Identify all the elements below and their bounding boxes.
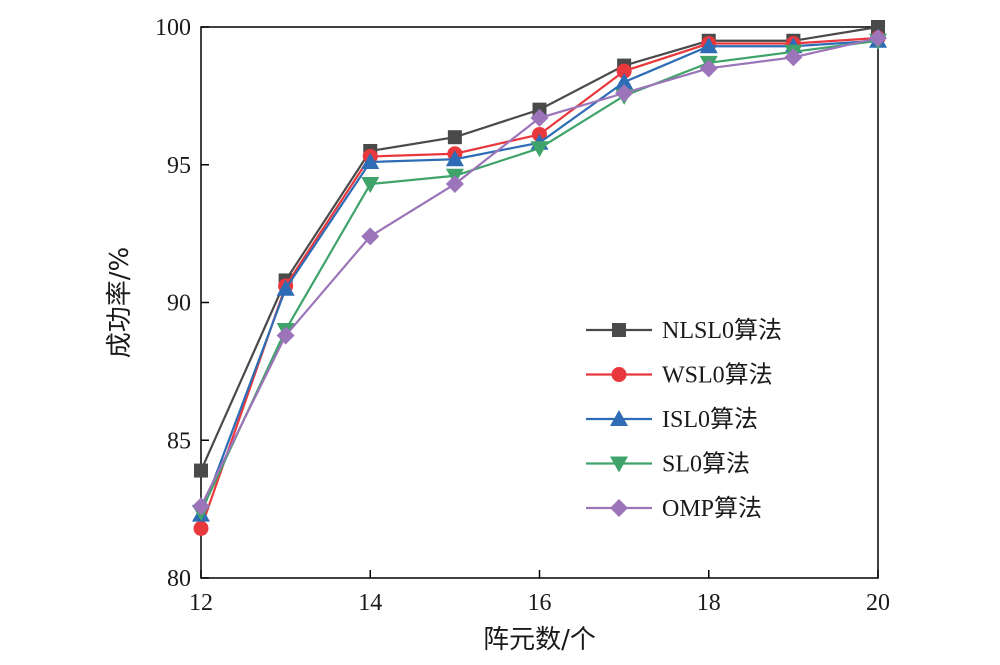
- data-point: [193, 520, 209, 536]
- data-point: [361, 227, 380, 246]
- legend-item: WSL0算法: [586, 362, 773, 389]
- data-point: [361, 152, 380, 169]
- legend-marker: [610, 456, 628, 473]
- data-point: [616, 63, 632, 79]
- legend-item: SL0算法: [586, 451, 750, 478]
- axes: 12 14 16 18 20 80 85 90 95 100: [155, 15, 890, 616]
- legend-item: OMP算法: [586, 495, 762, 522]
- y-tick-label: 80: [167, 566, 191, 592]
- legend-item: NLSL0算法: [586, 317, 782, 344]
- series-5: [192, 29, 887, 516]
- data-point: [784, 48, 803, 67]
- y-tick-label: 85: [167, 428, 191, 454]
- legend-label: OMP算法: [662, 495, 762, 522]
- data-point: [361, 177, 380, 194]
- data-point: [276, 279, 295, 296]
- legend-marker: [610, 410, 628, 426]
- data-point: [447, 130, 462, 145]
- data-point: [445, 175, 464, 194]
- data-point: [276, 326, 295, 345]
- data-point: [699, 59, 718, 78]
- x-tick-label: 18: [697, 590, 721, 616]
- data-point: [615, 73, 634, 90]
- x-tick-label: 20: [866, 590, 890, 616]
- y-tick-label: 95: [167, 153, 191, 179]
- data-point: [194, 463, 208, 478]
- x-tick-label: 16: [528, 590, 552, 616]
- legend-label: SL0算法: [662, 451, 750, 478]
- data-point: [530, 108, 549, 127]
- data-point: [445, 150, 464, 167]
- x-tick-label: 12: [189, 590, 213, 616]
- y-tick-label: 90: [167, 291, 191, 317]
- data-point: [615, 84, 634, 103]
- legend-marker: [612, 323, 626, 337]
- x-axis-title: 阵元数/个: [483, 625, 596, 655]
- series-layer: [192, 20, 887, 536]
- legend-label: WSL0算法: [662, 362, 773, 389]
- legend-marker: [610, 499, 628, 517]
- series-line: [199, 25, 879, 472]
- data-point: [192, 497, 210, 516]
- legend-label: ISL0算法: [662, 406, 758, 433]
- y-axis-title: 成功率/%: [105, 247, 135, 358]
- data-point: [530, 141, 549, 158]
- legend-label: NLSL0算法: [662, 317, 782, 344]
- legend-item: ISL0算法: [586, 406, 758, 433]
- x-tick-label: 14: [358, 590, 382, 616]
- data-point: [699, 37, 718, 54]
- data-point: [871, 20, 885, 34]
- y-tick-label: 100: [155, 15, 191, 41]
- legend: NLSL0算法 WSL0算法 ISL0算法 SL0算法 OMP算法: [586, 317, 782, 522]
- legend-marker: [611, 367, 627, 382]
- series-1: [194, 20, 885, 478]
- data-point: [869, 29, 887, 48]
